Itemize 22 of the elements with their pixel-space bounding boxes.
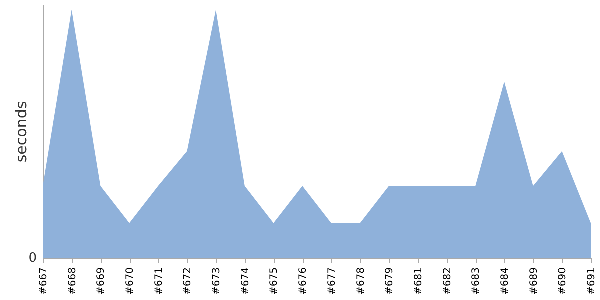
x-tick-label: #683 bbox=[471, 268, 482, 295]
x-tick-label: #689 bbox=[528, 268, 540, 295]
x-tick-label: #691 bbox=[586, 268, 598, 295]
x-tick-label: #678 bbox=[356, 268, 367, 295]
x-tick-label: #682 bbox=[442, 268, 454, 295]
text: 0 bbox=[28, 251, 37, 266]
x-tick-label: #671 bbox=[154, 268, 165, 295]
x-tick-label: #672 bbox=[182, 268, 194, 295]
x-tick-label: #670 bbox=[125, 268, 136, 295]
x-tick-label: #676 bbox=[298, 268, 310, 295]
x-tick-label: #667 bbox=[38, 268, 50, 295]
x-tick-label: #675 bbox=[269, 268, 280, 295]
x-tick-label: #674 bbox=[240, 268, 252, 295]
x-tick-label: #668 bbox=[67, 268, 78, 295]
x-tick-label: #673 bbox=[212, 268, 223, 295]
x-tick-label: #690 bbox=[558, 268, 569, 295]
x-tick-label: #677 bbox=[326, 268, 338, 295]
x-tick-label: #669 bbox=[96, 268, 108, 295]
x-tick-label: #679 bbox=[384, 268, 396, 295]
y-axis-title: seconds bbox=[12, 101, 30, 163]
x-tick-label: #684 bbox=[500, 268, 511, 295]
x-tick-label: #681 bbox=[413, 268, 424, 295]
